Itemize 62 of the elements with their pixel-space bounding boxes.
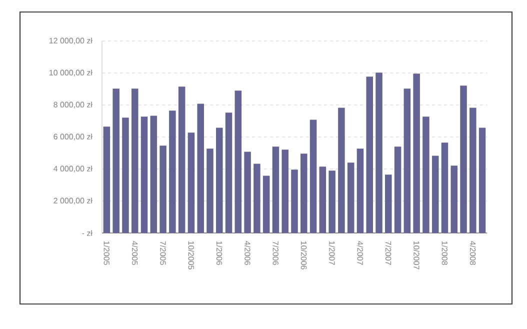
bar bbox=[103, 126, 110, 233]
bar bbox=[338, 108, 345, 233]
bar bbox=[140, 116, 148, 233]
y-tick-label: 6 000,00 zł bbox=[54, 134, 92, 140]
x-tick-label: 1/2008 bbox=[442, 241, 448, 265]
bar bbox=[282, 150, 288, 233]
bar bbox=[272, 146, 280, 233]
bar bbox=[262, 176, 270, 233]
x-tick-label: 4/2007 bbox=[357, 240, 364, 265]
bar bbox=[478, 128, 486, 233]
bar bbox=[188, 132, 195, 233]
y-tick-label: 10 000,00 zł bbox=[50, 70, 92, 76]
x-tick-label: 7/2006 bbox=[272, 241, 279, 265]
bar bbox=[422, 116, 430, 233]
bar bbox=[169, 110, 176, 233]
x-tick-label: 1/2006 bbox=[216, 241, 222, 265]
bar bbox=[450, 166, 458, 233]
y-tick-label: 4 000,00 zł bbox=[54, 166, 92, 172]
y-tick-label: 2 000,00 zł bbox=[54, 198, 92, 204]
bar bbox=[366, 76, 373, 233]
bar bbox=[150, 116, 158, 233]
bar bbox=[376, 72, 382, 233]
x-tick-label: 4/2008 bbox=[470, 240, 476, 265]
bar bbox=[356, 148, 364, 233]
bar bbox=[178, 86, 186, 233]
bar bbox=[432, 156, 439, 233]
bar bbox=[131, 88, 138, 233]
bar bbox=[394, 146, 402, 233]
y-tick-label: - zł bbox=[82, 230, 92, 236]
x-tick-label: 10/2007 bbox=[414, 241, 420, 270]
bar bbox=[254, 164, 260, 233]
bar bbox=[328, 170, 336, 233]
bar bbox=[347, 162, 354, 233]
bar bbox=[470, 108, 476, 233]
bar bbox=[319, 166, 326, 233]
x-tick-label: 10/2006 bbox=[300, 241, 307, 270]
x-tick-label: 1/2005 bbox=[104, 241, 110, 265]
x-tick-label: 4/2005 bbox=[132, 240, 138, 265]
bar bbox=[234, 90, 242, 233]
bar bbox=[310, 120, 317, 233]
x-tick-label: 7/2005 bbox=[160, 241, 166, 265]
bar bbox=[385, 174, 392, 233]
bar bbox=[197, 104, 204, 233]
bar bbox=[112, 88, 120, 233]
bar bbox=[225, 112, 232, 233]
bar bbox=[291, 170, 298, 233]
bar bbox=[441, 142, 448, 233]
y-tick-label: 8 000,00 zł bbox=[54, 102, 92, 108]
bar bbox=[206, 148, 214, 233]
x-tick-label: 10/2005 bbox=[188, 241, 194, 270]
x-tick-label: 4/2006 bbox=[244, 240, 250, 265]
bar bbox=[216, 128, 223, 233]
bar bbox=[160, 146, 166, 233]
bar bbox=[244, 152, 251, 233]
x-tick-label: 7/2007 bbox=[385, 241, 392, 265]
bar bbox=[413, 74, 420, 233]
bar bbox=[122, 118, 129, 233]
x-tick-label: 1/2007 bbox=[329, 241, 335, 265]
bar bbox=[404, 88, 411, 233]
bar bbox=[460, 86, 467, 233]
y-tick-label: 12 000,00 zł bbox=[50, 38, 92, 44]
bar bbox=[300, 154, 308, 233]
